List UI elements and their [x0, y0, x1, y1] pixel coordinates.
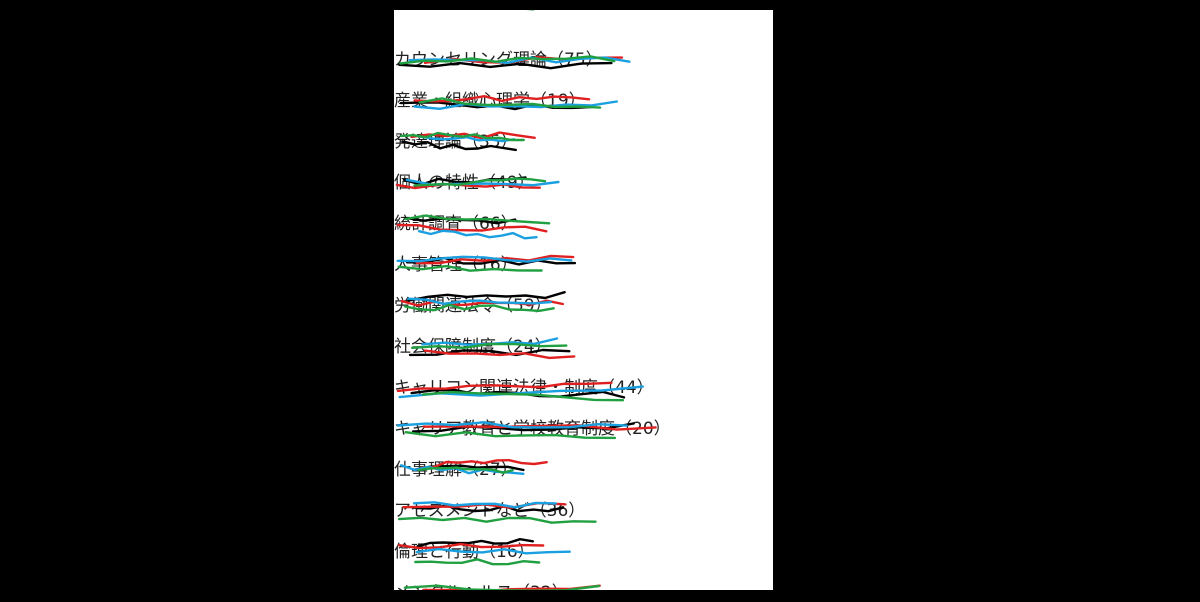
green-stroke — [399, 131, 525, 142]
scribble-strokes — [396, 421, 657, 440]
green-stroke — [411, 342, 568, 349]
black-stroke — [401, 140, 518, 152]
category-label: 仕事理解（27） — [394, 460, 518, 480]
scribble-strokes — [399, 458, 548, 475]
red-stroke — [396, 381, 613, 393]
scribble-strokes — [525, 10, 536, 11]
scribble-strokes — [399, 131, 536, 152]
red-stroke — [413, 94, 591, 103]
category-row[interactable]: 社会保障制度（24） — [394, 327, 773, 367]
blue-stroke — [418, 135, 516, 143]
blue-stroke — [407, 297, 552, 305]
scribble-strokes — [396, 214, 551, 240]
category-row[interactable]: 統計調査（66） — [394, 204, 773, 244]
green-stroke — [399, 55, 616, 65]
scribble-strokes — [397, 537, 571, 566]
blue-stroke — [415, 547, 571, 555]
green-stroke — [418, 97, 602, 109]
red-stroke — [422, 424, 657, 431]
category-row[interactable]: カウンセリング理論（75） — [394, 40, 773, 80]
green-stroke — [404, 214, 551, 225]
black-stroke — [398, 61, 613, 70]
scribble-strokes — [403, 584, 601, 590]
green-stroke — [404, 431, 617, 440]
red-stroke — [420, 458, 548, 469]
scribble-strokes — [399, 94, 619, 111]
red-stroke — [395, 182, 542, 190]
scribble-strokes — [408, 337, 576, 360]
scribble-strokes — [400, 290, 566, 313]
green-stroke — [397, 516, 597, 524]
blue-stroke — [413, 100, 619, 110]
scribble-strokes — [396, 254, 577, 272]
blue-stroke — [412, 501, 557, 509]
scribble-panel: カウンセリング理論（75） 産業・組織心理学（19） 発達理論（35） 個人の特… — [394, 10, 773, 590]
scribble-strokes — [396, 381, 645, 402]
blue-stroke — [396, 255, 573, 263]
category-row[interactable]: アセスメントなど（36） — [394, 491, 773, 531]
scribble-strokes — [395, 176, 560, 190]
black-stroke — [416, 537, 535, 548]
scribble-strokes — [397, 501, 597, 524]
green-stroke — [413, 177, 547, 187]
category-row[interactable]: キャリア教育と学校教育制度（20） — [394, 409, 773, 449]
category-row[interactable]: 発達理論（35） — [394, 122, 773, 162]
category-row[interactable]: 産業・組織心理学（19） — [394, 81, 773, 121]
red-stroke — [397, 542, 545, 550]
blue-stroke — [396, 421, 628, 429]
green-stroke — [414, 558, 541, 566]
blue-stroke — [408, 56, 631, 65]
green-stroke — [417, 466, 514, 474]
green-stroke — [403, 584, 601, 590]
black-stroke — [408, 348, 571, 357]
scribble-strokes — [398, 55, 631, 70]
red-stroke — [396, 223, 548, 233]
category-row[interactable]: 倫理と行動（16） — [394, 532, 773, 572]
category-row[interactable]: 個人の特性（49） — [394, 163, 773, 203]
green-stroke — [397, 264, 543, 272]
category-row[interactable]: 労働関連法令（59） — [394, 286, 773, 326]
category-label: メンタルヘルス（32） — [394, 582, 569, 590]
category-row[interactable]: 仕事理解（27） — [394, 450, 773, 490]
red-stroke — [423, 349, 576, 360]
green-stroke — [403, 303, 555, 313]
category-row[interactable]: キャリコン関連法律・制度（44） — [394, 368, 773, 408]
green-stroke — [421, 390, 625, 402]
black-stroke — [407, 290, 566, 302]
category-row[interactable]: 人事管理（16） — [394, 245, 773, 285]
category-row[interactable]: メンタルヘルス（32） — [394, 573, 773, 590]
blue-stroke — [417, 229, 538, 240]
category-row-partial[interactable] — [394, 10, 773, 26]
